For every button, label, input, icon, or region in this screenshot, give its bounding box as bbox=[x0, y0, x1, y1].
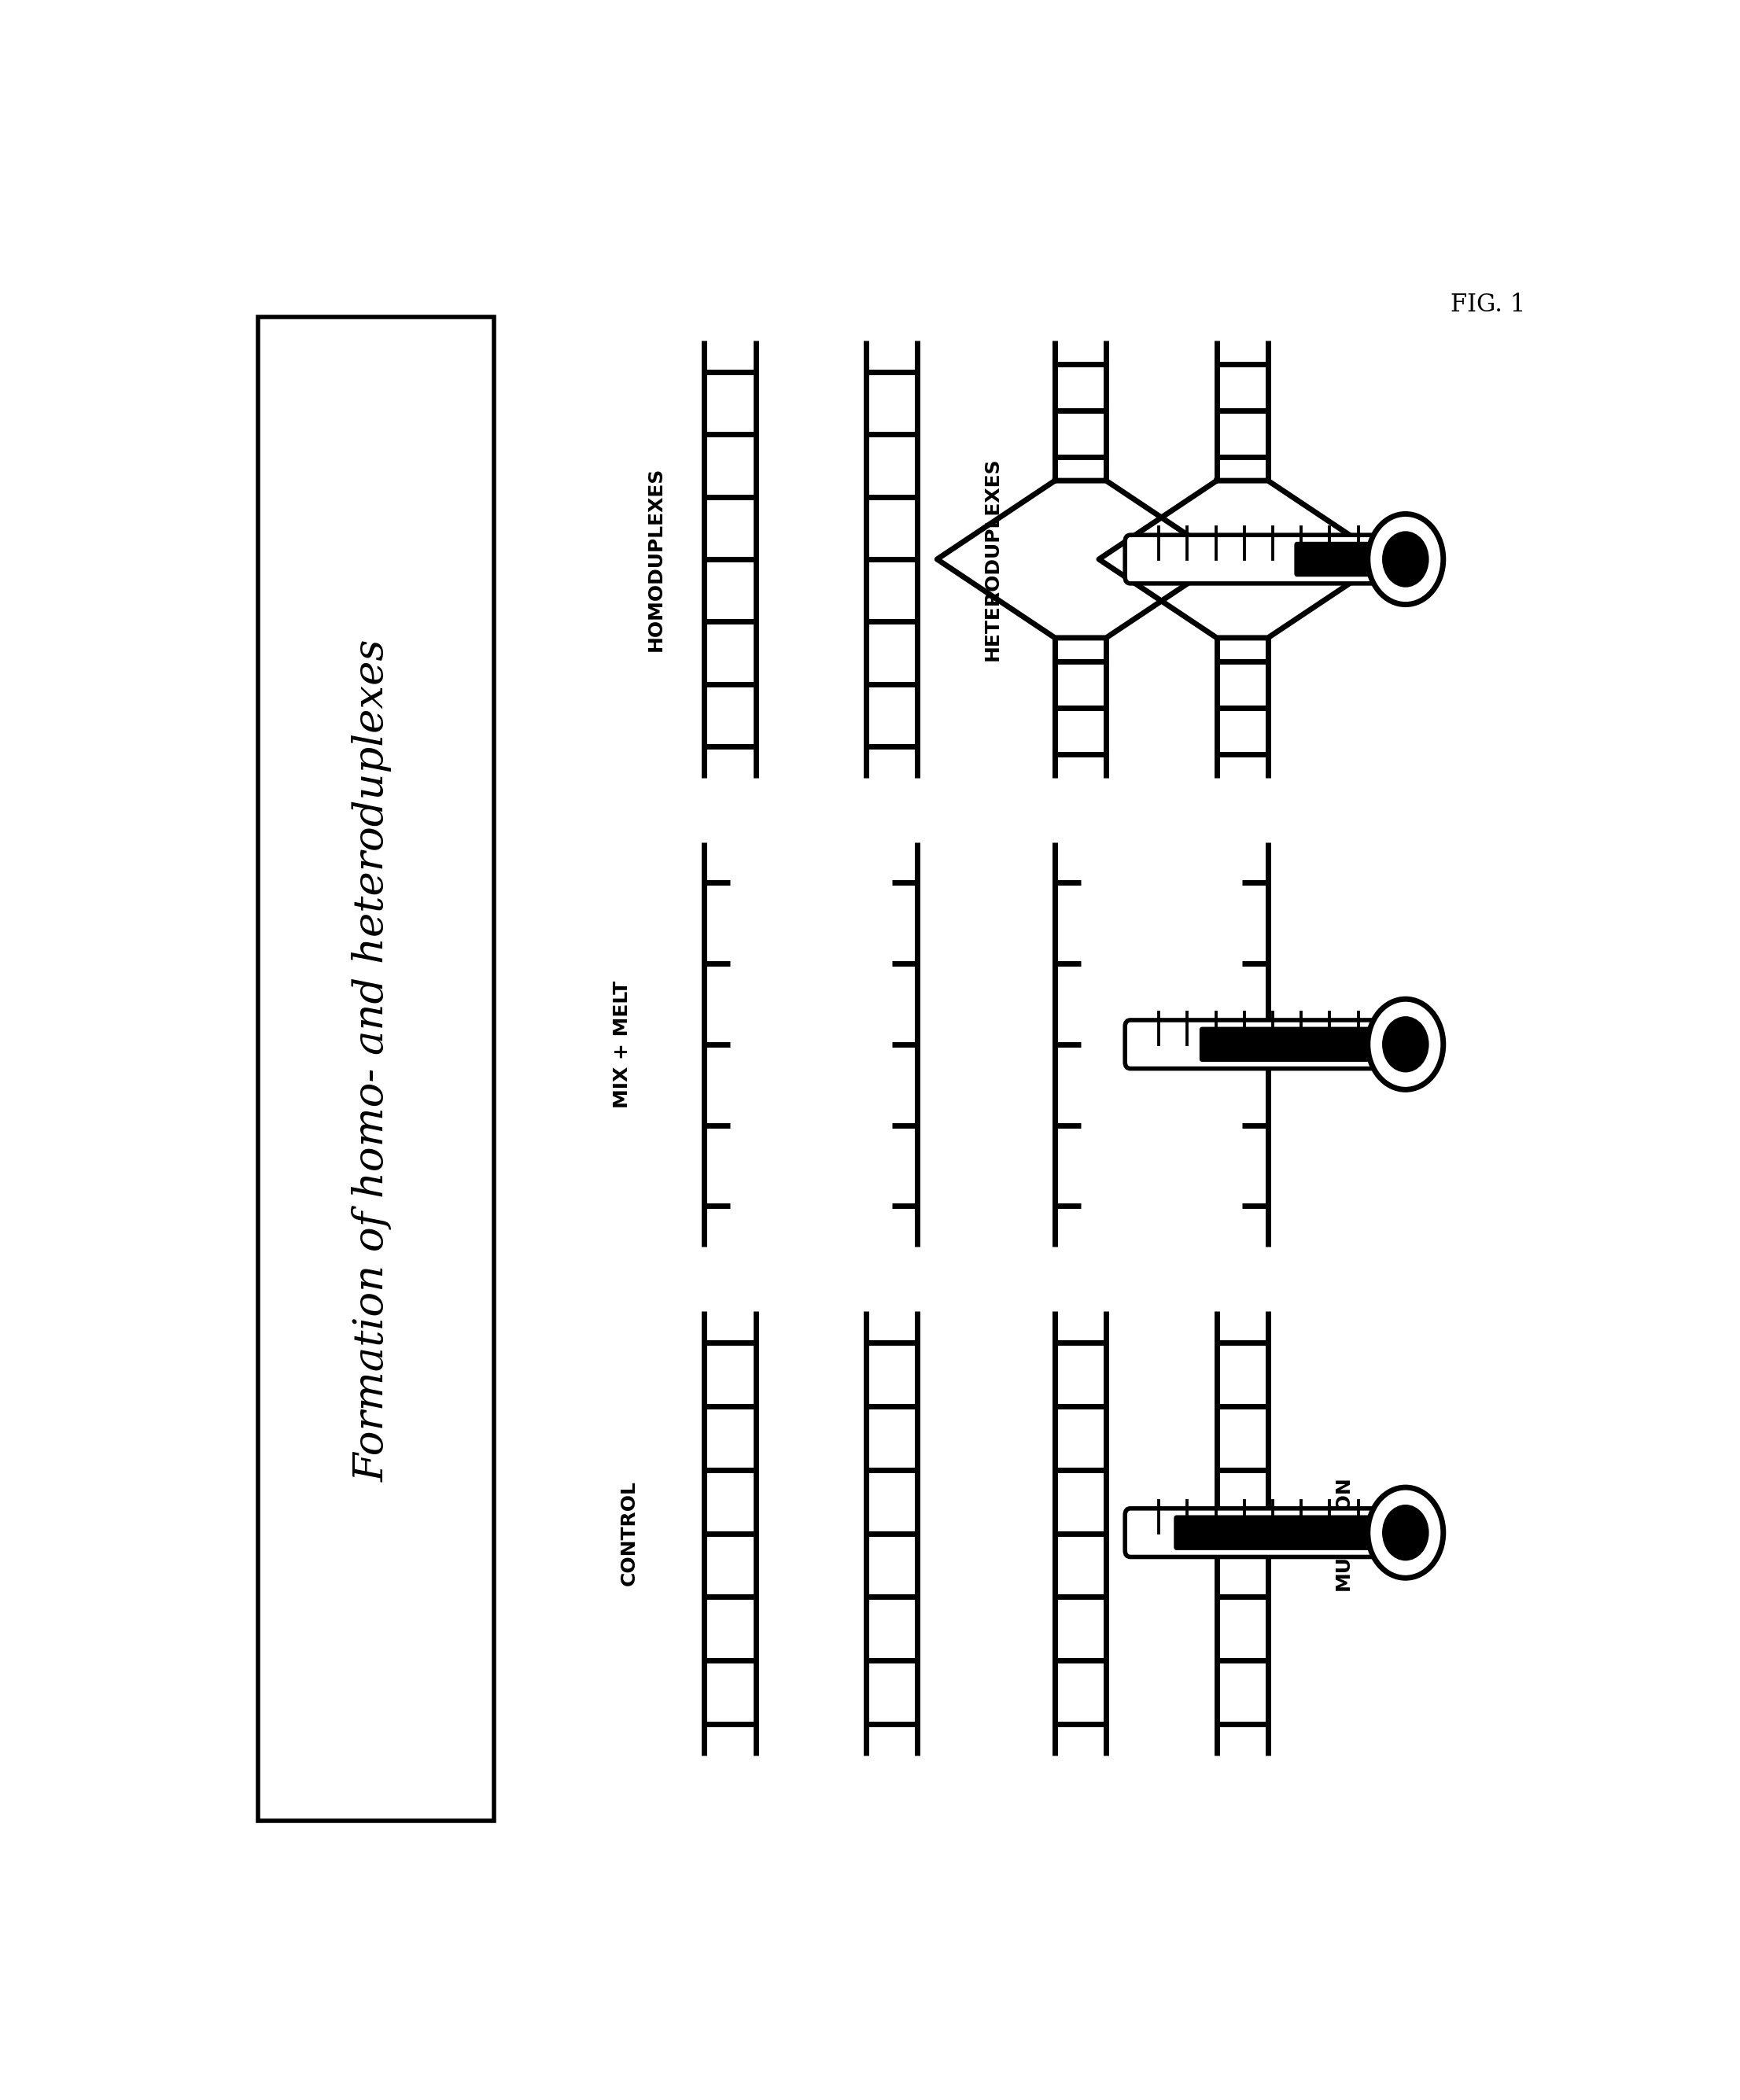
Text: CONTROL: CONTROL bbox=[619, 1480, 639, 1586]
FancyBboxPatch shape bbox=[1126, 536, 1392, 584]
Text: HETERODUPLEXES: HETERODUPLEXES bbox=[983, 458, 1002, 662]
Circle shape bbox=[1382, 1016, 1429, 1073]
Circle shape bbox=[1368, 514, 1442, 605]
FancyBboxPatch shape bbox=[1126, 1021, 1392, 1069]
Text: FIG. 1: FIG. 1 bbox=[1451, 292, 1526, 317]
Bar bbox=[258, 317, 494, 1821]
Circle shape bbox=[1382, 1504, 1429, 1560]
FancyBboxPatch shape bbox=[1175, 1516, 1389, 1550]
Text: HOMODUPLEXES: HOMODUPLEXES bbox=[646, 466, 665, 651]
Circle shape bbox=[1368, 1000, 1442, 1090]
Text: MIX + MELT: MIX + MELT bbox=[612, 981, 632, 1109]
Text: MUTATION: MUTATION bbox=[1335, 1476, 1354, 1590]
Circle shape bbox=[1368, 1487, 1442, 1577]
Text: Formation of homo- and heteroduplexes: Formation of homo- and heteroduplexes bbox=[353, 638, 393, 1483]
Circle shape bbox=[1382, 531, 1429, 588]
FancyBboxPatch shape bbox=[1126, 1508, 1392, 1556]
FancyBboxPatch shape bbox=[1199, 1027, 1389, 1063]
FancyBboxPatch shape bbox=[1295, 542, 1389, 578]
